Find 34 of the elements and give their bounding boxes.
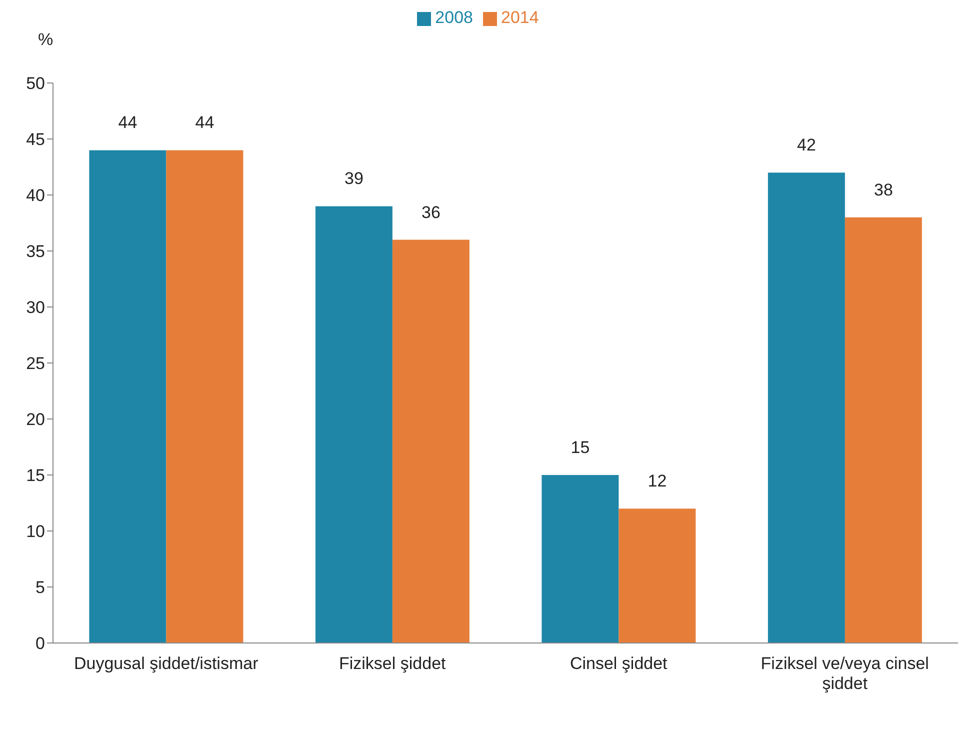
data-label: 44 bbox=[118, 113, 138, 132]
x-tick-label: Duygusal şiddet/istismar bbox=[74, 654, 259, 673]
y-tick-label: 50 bbox=[26, 74, 45, 94]
data-label: 44 bbox=[195, 113, 214, 132]
data-label: 42 bbox=[796, 136, 816, 155]
data-label: 12 bbox=[648, 472, 667, 491]
data-label: 38 bbox=[874, 180, 893, 200]
y-tick-label: 40 bbox=[26, 186, 45, 206]
legend-label: 2008 bbox=[435, 8, 473, 27]
bar bbox=[768, 172, 845, 643]
y-tick-label: 10 bbox=[26, 522, 45, 542]
y-tick-label: 20 bbox=[26, 410, 45, 430]
bar bbox=[844, 217, 922, 643]
y-tick-label: 30 bbox=[26, 298, 45, 318]
y-tick-label: 45 bbox=[26, 130, 45, 150]
bar bbox=[89, 150, 166, 643]
bar bbox=[542, 475, 619, 643]
x-tick-label: Fiziksel ve/veya cinsel şiddet bbox=[760, 654, 929, 693]
bar bbox=[392, 240, 470, 643]
legend-label: 2014 bbox=[501, 8, 539, 27]
y-tick-label: 5 bbox=[36, 578, 45, 598]
data-label: 15 bbox=[570, 438, 590, 457]
y-tick-label: 0 bbox=[36, 634, 45, 654]
bar bbox=[315, 206, 392, 643]
data-label: 39 bbox=[344, 169, 364, 188]
y-axis-title: % bbox=[38, 30, 54, 50]
y-tick-label: 15 bbox=[26, 466, 45, 486]
x-tick-label: Cinsel şiddet bbox=[570, 654, 668, 673]
bar bbox=[618, 508, 696, 643]
x-tick-label: Fiziksel şiddet bbox=[338, 654, 446, 673]
data-label: 36 bbox=[421, 202, 440, 222]
y-tick-label: 35 bbox=[26, 242, 45, 262]
bar bbox=[166, 150, 244, 643]
y-tick-label: 25 bbox=[26, 354, 45, 374]
